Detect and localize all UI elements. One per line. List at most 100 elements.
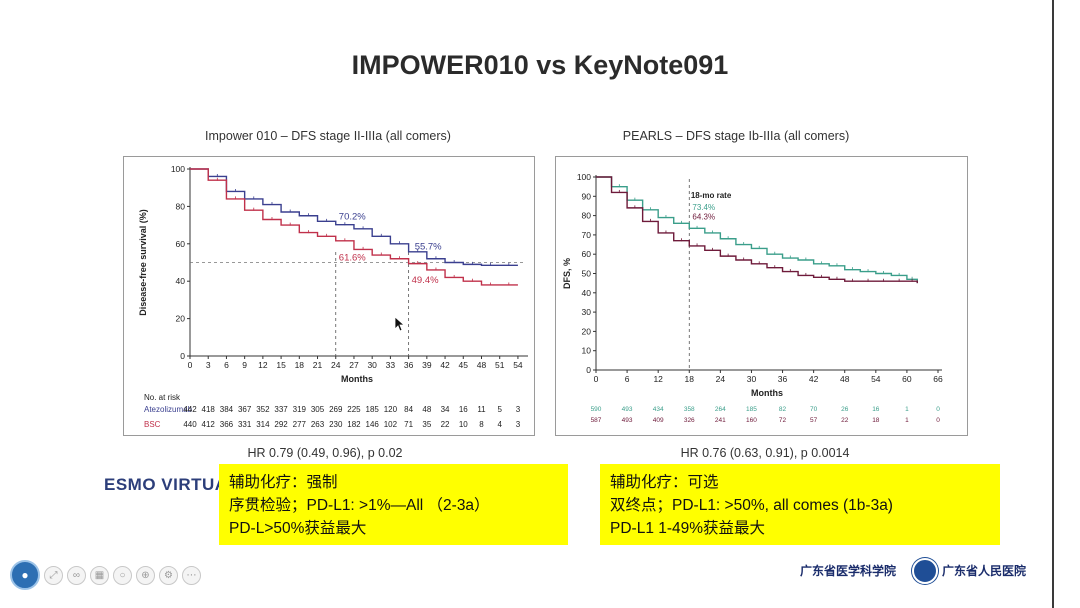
y-tick-label: 100: [577, 172, 591, 182]
x-tick-label: 66: [933, 374, 943, 384]
y-tick-label: 10: [582, 346, 592, 356]
risk-table-cell: 337: [274, 405, 288, 414]
risk-table-cell: 277: [293, 420, 307, 429]
x-tick-label: 12: [258, 360, 268, 370]
x-tick-label: 15: [276, 360, 286, 370]
x-tick-label: 54: [871, 374, 881, 384]
risk-table-cell: 71: [404, 420, 413, 429]
risk-table-cell: 18: [872, 417, 880, 424]
left-hazard-ratio: HR 0.79 (0.49, 0.96), p 0.02: [247, 446, 403, 460]
risk-table-cell: 326: [684, 417, 695, 424]
x-tick-label: 42: [809, 374, 819, 384]
x-tick-label: 39: [422, 360, 432, 370]
y-tick-label: 40: [176, 276, 186, 286]
x-tick-label: 12: [653, 374, 663, 384]
zoom-icon[interactable]: ⊕: [136, 565, 155, 585]
right-note-line: 辅助化疗：可选: [610, 474, 719, 491]
risk-table-cell: 1: [905, 417, 909, 424]
left-note-line: 序贯检验；PD-L1: >1%—All （2-3a）: [229, 497, 490, 514]
x-tick-label: 6: [224, 360, 229, 370]
x-tick-label: 18: [295, 360, 305, 370]
risk-table-cell: 319: [293, 405, 307, 414]
x-tick-label: 51: [495, 360, 505, 370]
x-tick-label: 48: [477, 360, 487, 370]
risk-table-cell: 182: [347, 420, 361, 429]
y-tick-label: 60: [176, 239, 186, 249]
hospital-logo-text: 广东省人民医院: [942, 564, 1027, 578]
risk-table-cell: 1: [905, 406, 909, 413]
annotation-label: 61.6%: [339, 253, 366, 264]
x-tick-label: 42: [440, 360, 450, 370]
risk-table-cell: 82: [779, 406, 787, 413]
mouse-cursor-icon: [394, 316, 406, 332]
more-icon[interactable]: ⋯: [182, 565, 201, 585]
risk-table-cell: 263: [311, 420, 325, 429]
y-tick-label: 50: [582, 269, 592, 279]
risk-table-title: No. at risk: [144, 393, 181, 402]
left-chart-frame: 0 20 40 60 80 100 0 3 6 9 12 15 18 21 24 27 30 33 36 39 42 45…: [123, 156, 535, 436]
y-tick-label: 80: [176, 201, 186, 211]
slide-toolbar: ● ⤢ ∞ ▦ ○ ⊕ ⚙ ⋯: [10, 560, 201, 590]
x-tick-label: 27: [349, 360, 359, 370]
grid-icon[interactable]: ▦: [90, 565, 109, 585]
risk-table-cell: 305: [311, 405, 325, 414]
x-tick-label: 24: [331, 360, 341, 370]
x-tick-label: 36: [778, 374, 788, 384]
link-icon[interactable]: ∞: [67, 565, 86, 585]
risk-table-cell: 3: [516, 420, 521, 429]
risk-table-cell: 35: [422, 420, 431, 429]
x-tick-label: 0: [594, 374, 599, 384]
risk-table-cell: 48: [422, 405, 431, 414]
left-note-line: 辅助化疗：强制: [229, 474, 338, 491]
risk-table-cell: 384: [220, 405, 234, 414]
x-axis-title: Months: [751, 388, 783, 398]
risk-table-cell: 22: [441, 420, 450, 429]
annotation-label: 18-mo rate: [691, 191, 732, 200]
annotation-label: 49.4%: [412, 275, 439, 286]
risk-table-cell: 120: [384, 405, 398, 414]
expand-icon[interactable]: ⤢: [44, 565, 63, 585]
risk-table-cell: 5: [497, 405, 502, 414]
x-axis-title: Months: [341, 374, 373, 384]
risk-table-cell: 3: [516, 405, 521, 414]
y-tick-label: 90: [582, 191, 592, 201]
right-note-line: PD-L1 1-49%获益最大: [610, 520, 766, 537]
x-tick-label: 0: [188, 360, 193, 370]
y-tick-label: 70: [582, 230, 592, 240]
right-note-line: 双终点；PD-L1: >50%, all comes (1b-3a): [610, 497, 893, 514]
risk-table-cell: 440: [183, 420, 197, 429]
risk-table-cell: 587: [591, 417, 602, 424]
avatar-icon[interactable]: ●: [10, 560, 40, 590]
x-tick-label: 30: [367, 360, 377, 370]
search-icon[interactable]: ○: [113, 565, 132, 585]
x-tick-label: 33: [386, 360, 396, 370]
x-tick-label: 45: [459, 360, 469, 370]
risk-table-cell: 4: [497, 420, 502, 429]
slide-edge: [1052, 0, 1054, 608]
y-tick-label: 100: [171, 164, 185, 174]
risk-table-cell: 0: [936, 406, 940, 413]
risk-table-row-label: BSC: [144, 420, 161, 429]
left-note-box: 辅助化疗：强制 序贯检验；PD-L1: >1%—All （2-3a） PD-L>…: [219, 464, 568, 545]
left-note-line: PD-L>50%获益最大: [229, 520, 367, 537]
left-panel-title: Impower 010 – DFS stage II-IIIa (all com…: [205, 129, 451, 143]
y-tick-label: 60: [582, 249, 592, 259]
annotation-label: 64.3%: [692, 212, 715, 221]
km-curve-series-1: [190, 168, 518, 267]
settings-icon[interactable]: ⚙: [159, 565, 178, 585]
x-tick-label: 24: [716, 374, 726, 384]
right-chart-frame: 0 10 20 30 40 50 60 70 80 90 100 0 6 12 18 24 30 36 42 48 54…: [555, 156, 968, 436]
esmo-logo: ESMO VIRTUAL: [104, 475, 222, 494]
risk-table-cell: 8: [479, 420, 484, 429]
risk-table-cell: 16: [872, 406, 880, 413]
risk-table-cell: 72: [779, 417, 787, 424]
y-tick-label: 40: [582, 288, 592, 298]
risk-table-cell: 434: [653, 406, 664, 413]
x-tick-label: 21: [313, 360, 323, 370]
risk-table-cell: 412: [202, 420, 216, 429]
risk-table-cell: 160: [746, 417, 757, 424]
y-tick-label: 20: [582, 326, 592, 336]
hospital-seal-icon: [912, 558, 938, 584]
